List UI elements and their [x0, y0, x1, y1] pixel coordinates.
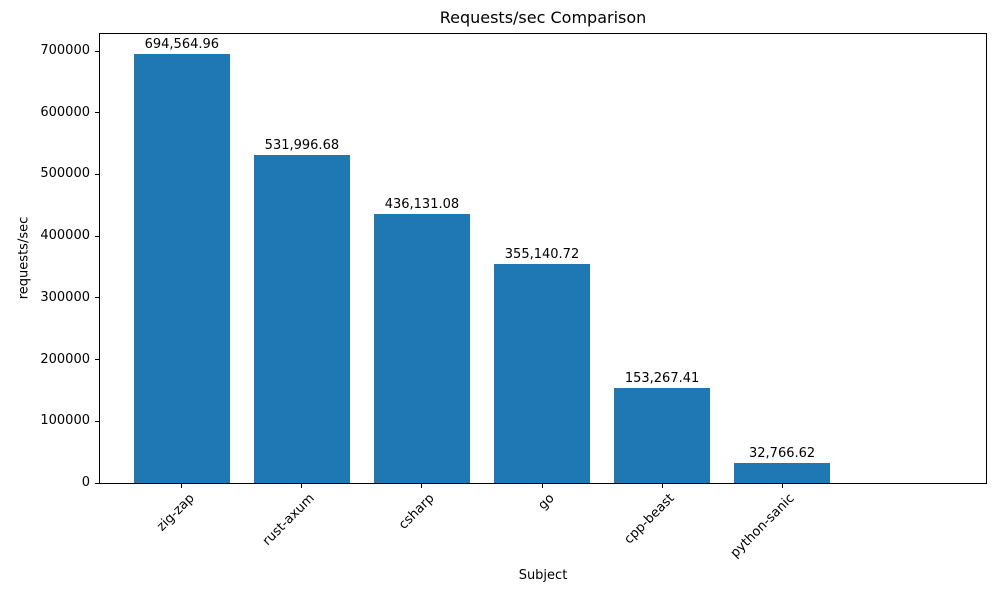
bar	[373, 213, 470, 483]
y-tick-mark	[95, 235, 99, 237]
x-axis-label: Subject	[518, 568, 568, 583]
bar-value-label: 153,267.41	[624, 371, 700, 387]
x-tick-mark	[541, 484, 543, 488]
y-tick-label: 700000	[40, 43, 90, 59]
x-tick-mark	[301, 484, 303, 488]
x-tick-label: python-sanic	[727, 491, 798, 561]
bar-value-label: 355,140.72	[504, 246, 580, 262]
y-tick-label: 100000	[40, 413, 90, 429]
bar-value-label: 531,996.68	[264, 137, 340, 153]
x-tick-mark	[781, 484, 783, 488]
y-tick-mark	[95, 297, 99, 299]
x-tick-label: go	[535, 491, 558, 514]
y-tick-mark	[95, 173, 99, 175]
bar	[253, 154, 350, 483]
y-tick-label: 0	[81, 475, 90, 490]
bar	[734, 462, 831, 483]
y-tick-label: 400000	[40, 228, 90, 244]
y-tick-mark	[95, 359, 99, 361]
x-tick-label: cpp-beast	[621, 491, 678, 548]
x-tick-mark	[421, 484, 423, 488]
y-tick-label: 200000	[40, 351, 90, 367]
bar-value-label: 694,564.96	[144, 37, 220, 53]
x-tick-mark	[181, 484, 183, 488]
x-tick-mark	[661, 484, 663, 488]
bar-value-label: 32,766.62	[749, 445, 816, 461]
y-tick-label: 300000	[40, 289, 90, 305]
x-tick-label: zig-zap	[154, 491, 198, 535]
x-tick-label: csharp	[396, 491, 438, 533]
y-tick-mark	[95, 482, 99, 484]
y-tick-label: 600000	[40, 104, 90, 120]
bar-value-label: 436,131.08	[384, 196, 460, 212]
bar	[493, 263, 590, 483]
y-tick-mark	[95, 420, 99, 422]
x-tick-label: rust-axum	[259, 491, 318, 549]
bar	[614, 388, 711, 483]
chart-title: Requests/sec Comparison	[439, 8, 647, 27]
y-tick-mark	[95, 112, 99, 114]
bar	[133, 54, 230, 483]
y-tick-mark	[95, 50, 99, 52]
y-tick-label: 500000	[40, 166, 90, 182]
